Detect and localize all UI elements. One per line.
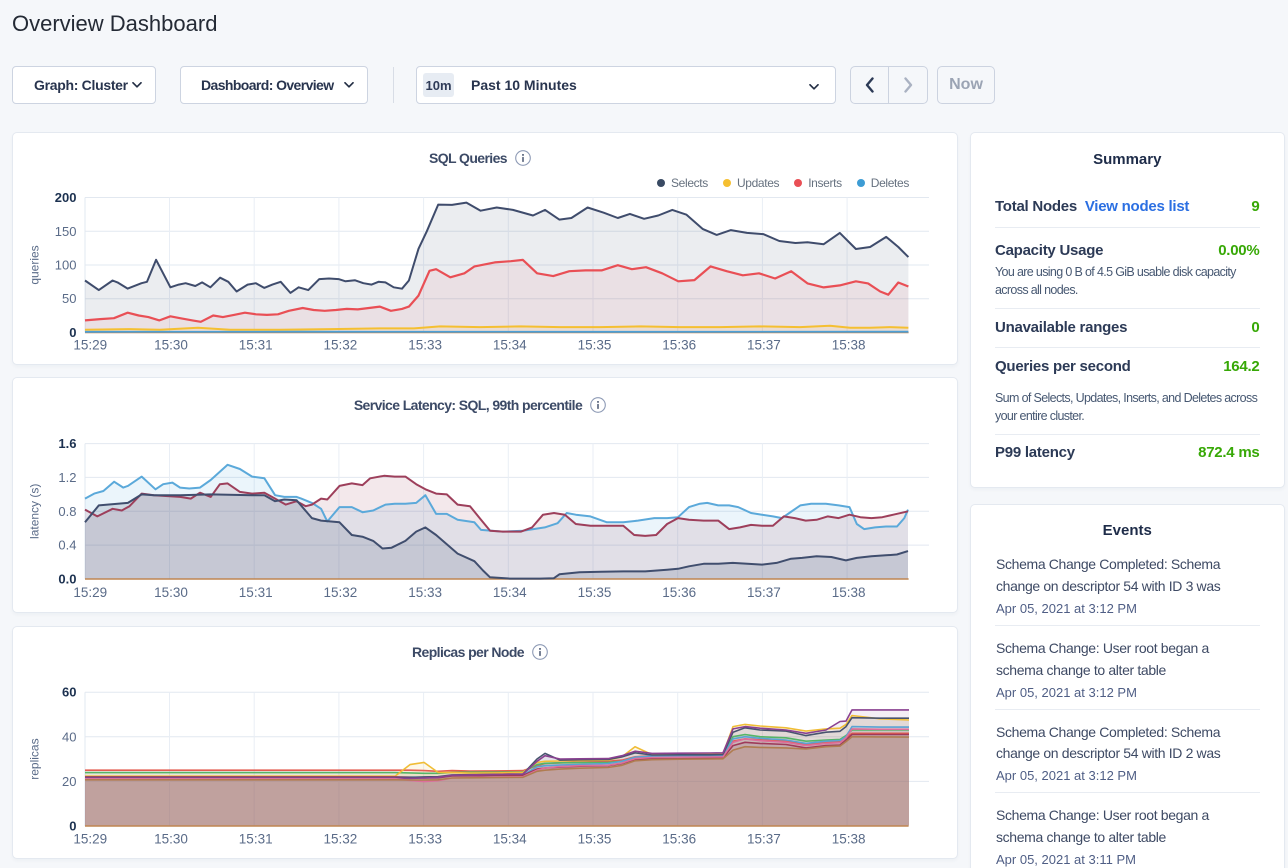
svg-text:0.0: 0.0 [58, 572, 76, 587]
svg-text:15:36: 15:36 [662, 337, 696, 352]
svg-text:15:30: 15:30 [154, 585, 188, 600]
svg-text:15:33: 15:33 [408, 585, 442, 600]
svg-text:15:36: 15:36 [662, 831, 696, 846]
svg-text:15:31: 15:31 [239, 831, 273, 846]
svg-text:15:33: 15:33 [408, 337, 442, 352]
svg-text:15:32: 15:32 [324, 585, 358, 600]
svg-text:15:32: 15:32 [324, 831, 358, 846]
svg-text:1.6: 1.6 [58, 436, 76, 451]
svg-text:15:36: 15:36 [662, 585, 696, 600]
svg-text:15:34: 15:34 [493, 585, 527, 600]
svg-text:replicas: replicas [28, 738, 42, 779]
svg-text:20: 20 [62, 773, 76, 788]
svg-text:15:38: 15:38 [832, 831, 866, 846]
svg-text:15:37: 15:37 [747, 337, 781, 352]
svg-text:15:38: 15:38 [832, 585, 866, 600]
svg-text:15:37: 15:37 [747, 831, 781, 846]
svg-text:100: 100 [55, 257, 77, 272]
svg-text:0: 0 [69, 818, 76, 833]
svg-text:15:33: 15:33 [408, 831, 442, 846]
svg-text:150: 150 [55, 223, 77, 238]
svg-text:15:30: 15:30 [154, 337, 188, 352]
svg-text:1.2: 1.2 [58, 470, 76, 485]
svg-text:15:38: 15:38 [832, 337, 866, 352]
svg-text:15:37: 15:37 [747, 585, 781, 600]
svg-text:15:34: 15:34 [493, 831, 527, 846]
svg-text:15:30: 15:30 [154, 831, 188, 846]
svg-text:0.4: 0.4 [58, 538, 76, 553]
svg-text:15:29: 15:29 [73, 831, 107, 846]
svg-text:15:35: 15:35 [578, 585, 612, 600]
svg-text:latency (s): latency (s) [28, 484, 42, 539]
svg-text:queries: queries [28, 245, 42, 284]
svg-text:40: 40 [62, 729, 76, 744]
svg-text:15:31: 15:31 [239, 585, 273, 600]
svg-text:15:31: 15:31 [239, 337, 273, 352]
svg-text:0: 0 [69, 325, 76, 340]
svg-text:200: 200 [55, 190, 77, 205]
svg-text:15:35: 15:35 [578, 337, 612, 352]
svg-text:15:32: 15:32 [324, 337, 358, 352]
svg-text:60: 60 [62, 684, 76, 699]
svg-text:15:34: 15:34 [493, 337, 527, 352]
svg-text:50: 50 [62, 291, 76, 306]
svg-text:0.8: 0.8 [58, 504, 76, 519]
svg-text:15:29: 15:29 [73, 585, 107, 600]
svg-text:15:35: 15:35 [578, 831, 612, 846]
svg-text:15:29: 15:29 [73, 337, 107, 352]
